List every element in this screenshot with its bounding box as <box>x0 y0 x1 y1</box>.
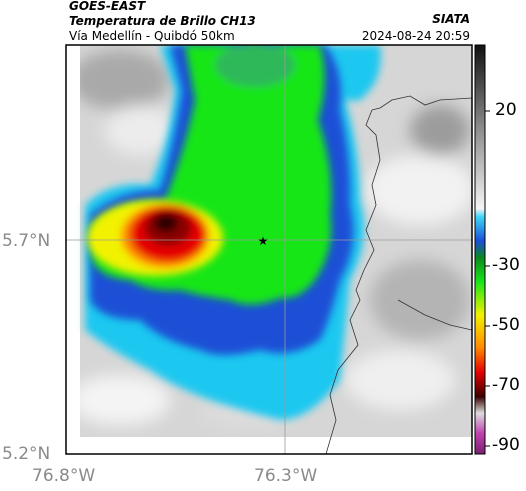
colorbar-label-minus70: -70 <box>492 375 520 395</box>
map-frame <box>65 44 473 455</box>
product-title: Temperatura de Brillo CH13 <box>69 14 256 28</box>
route-subtitle: Vía Medellín - Quibdó 50km <box>69 29 235 43</box>
border-line <box>325 109 381 454</box>
colorbar-label-minus90: -90 <box>492 435 520 455</box>
colorbar <box>474 44 486 455</box>
star-icon: ★ <box>258 234 269 248</box>
datetime-label: 2024-08-24 20:59 <box>361 29 470 43</box>
organization-label: SIATA <box>432 12 470 26</box>
colorbar-label-minus30: -30 <box>492 255 520 275</box>
map-area <box>66 45 472 454</box>
lon-label-76-8: 76.8°W <box>32 466 96 486</box>
colorbar-label-minus50: -50 <box>492 315 520 335</box>
satellite-title: GOES-EAST <box>69 0 146 13</box>
lat-label-5-2: 5.2°N <box>2 444 51 464</box>
lat-label-5-7: 5.7°N <box>2 231 51 251</box>
colorbar-label-20: 20 <box>495 100 517 120</box>
lon-label-76-3: 76.3°W <box>254 466 318 486</box>
